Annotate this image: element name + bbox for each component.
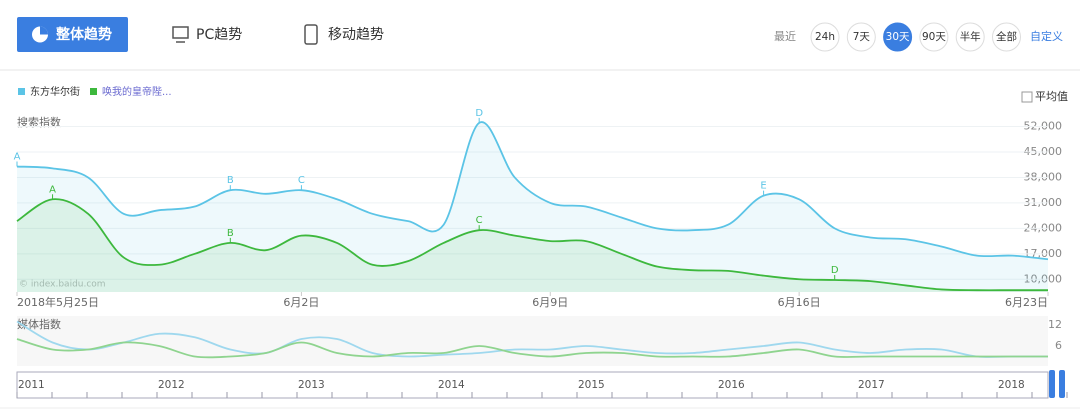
point-label: B [227, 175, 234, 186]
average-label[interactable]: 平均值 [1035, 90, 1068, 103]
x-tick-label: 6月16日 [778, 296, 821, 309]
media-panel [17, 316, 1048, 366]
tab[interactable]: 移动趋势 [328, 27, 384, 43]
series-line [16, 320, 1048, 358]
pc-icon [172, 26, 189, 39]
range-option[interactable]: 30天 [886, 31, 910, 43]
legend-label[interactable]: 东方华尔街 [30, 85, 80, 98]
x-tick-label: 6月2日 [283, 296, 319, 309]
series-line [16, 198, 1048, 292]
timeline-label: 2012 [158, 379, 185, 391]
timeline-label: 2014 [438, 379, 465, 391]
tab[interactable]: 整体趋势 [55, 26, 112, 43]
series-area [17, 122, 1048, 292]
range-option[interactable]: 24h [815, 31, 835, 43]
timeline-label: 2016 [718, 379, 745, 391]
timeline-label: 2018 [998, 379, 1025, 391]
range-button[interactable] [955, 22, 985, 52]
y-axis-title: 搜索指数 [17, 115, 61, 129]
timeline-label: 2011 [18, 379, 45, 391]
timeline-handle[interactable] [1059, 370, 1065, 398]
tab[interactable]: PC趋势 [196, 27, 242, 43]
x-tick-label: 2018年5月25日 [17, 295, 99, 309]
legend-swatch [18, 88, 25, 95]
range-option[interactable]: 90天 [922, 31, 946, 43]
range-option[interactable]: 全部 [996, 30, 1017, 43]
watermark: © index.baidu.com [19, 280, 106, 290]
point-label: E [760, 181, 766, 192]
legend-swatch [90, 88, 97, 95]
point-label: C [476, 215, 483, 226]
range-label: 最近 [774, 30, 796, 43]
series-area [17, 199, 1048, 292]
pie-icon-slice [40, 26, 48, 35]
range-button[interactable] [810, 22, 840, 52]
range-button[interactable] [992, 22, 1021, 52]
range-button[interactable] [846, 22, 876, 52]
x-tick-label: 6月9日 [532, 296, 568, 309]
range-option[interactable]: 半年 [960, 30, 981, 43]
point-label: D [831, 265, 839, 276]
range-option[interactable]: 7天 [853, 31, 871, 43]
legend-label[interactable]: 唤我的皇帝陛... [102, 85, 172, 98]
range-button[interactable] [883, 22, 913, 52]
point-label: A [14, 152, 21, 163]
timeline [16, 371, 1049, 399]
timeline-label: 2013 [298, 379, 325, 391]
point-label: B [227, 228, 234, 239]
phone-icon [304, 24, 318, 45]
point-label: D [475, 108, 483, 119]
point-label: A [49, 184, 56, 195]
y-tick-label: 12 [1048, 318, 1062, 331]
y-tick-label: 6 [1055, 339, 1062, 352]
series-line [16, 338, 1048, 359]
timeline-label: 2017 [858, 379, 885, 391]
timeline-label: 2015 [578, 379, 605, 391]
series-line [16, 121, 1049, 261]
checkbox[interactable] [1021, 91, 1033, 103]
timeline-handle[interactable] [1049, 370, 1055, 398]
range-button[interactable] [919, 22, 949, 52]
tab-active[interactable] [17, 17, 128, 52]
point-label: C [298, 175, 305, 186]
custom-range[interactable]: 自定义 [1030, 29, 1063, 43]
y-axis-title: 媒体指数 [17, 317, 61, 331]
x-tick-label: 6月23日 [1005, 296, 1048, 309]
